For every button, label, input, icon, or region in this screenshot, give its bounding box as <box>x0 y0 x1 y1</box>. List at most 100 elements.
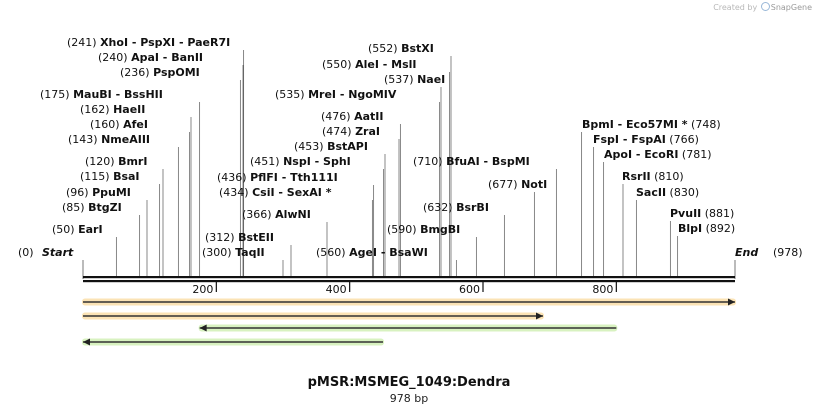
restriction-site-label[interactable]: (241) XhoI - PspXI - PaeR7I <box>67 36 230 49</box>
site-enzyme-names[interactable]: BtgZI <box>88 201 122 214</box>
site-enzyme-names[interactable]: BpmI - Eco57MI * <box>582 118 688 131</box>
site-enzyme-names[interactable]: BstXI <box>401 42 434 55</box>
restriction-site-label[interactable]: (552) BstXI <box>368 42 434 55</box>
site-enzyme-names[interactable]: AgeI - BsaWI <box>349 246 428 259</box>
site-enzyme-names[interactable]: BsaI <box>113 170 139 183</box>
restriction-site-label[interactable]: (560) AgeI - BsaWI <box>316 246 428 259</box>
restriction-site-label[interactable]: (96) PpuMI <box>66 186 131 199</box>
site-enzyme-names[interactable]: CsiI - SexAI * <box>252 186 332 199</box>
green-feature-1[interactable] <box>198 324 618 332</box>
site-enzyme-names[interactable]: FspI - FspAI <box>593 133 666 146</box>
site-enzyme-names[interactable]: XhoI - PspXI - PaeR7I <box>100 36 230 49</box>
restriction-site-label[interactable]: (300) TaqII <box>202 246 265 259</box>
restriction-site-label[interactable]: (436) PflFI - Tth111I <box>217 171 338 184</box>
site-enzyme-names[interactable]: EarI <box>78 223 102 236</box>
restriction-site-label[interactable]: (162) HaeII <box>80 103 145 116</box>
site-enzyme-names[interactable]: ZraI <box>355 125 380 138</box>
site-enzyme-names[interactable]: AfeI <box>123 118 148 131</box>
site-enzyme-names[interactable]: AatII <box>354 110 383 123</box>
restriction-site-label[interactable]: (710) BfuAI - BspMI <box>413 155 530 168</box>
arrow-left-icon <box>199 324 207 332</box>
site-enzyme-names[interactable]: AleI - MslI <box>355 58 416 71</box>
dna-strand-top <box>83 276 735 279</box>
site-position: (312) <box>205 231 238 244</box>
site-position: (881) <box>701 207 734 220</box>
site-enzyme-names[interactable]: SacII <box>636 186 666 199</box>
site-enzyme-names[interactable]: PvuII <box>670 207 701 220</box>
site-enzyme-names[interactable]: BstAPI <box>327 140 368 153</box>
green-feature-2[interactable] <box>82 338 384 346</box>
site-enzyme-names[interactable]: AlwNI <box>275 208 311 221</box>
restriction-site-label[interactable]: (120) BmrI <box>85 155 147 168</box>
restriction-site-label[interactable]: (236) PspOMI <box>120 66 200 79</box>
restriction-site-label[interactable]: (115) BsaI <box>80 170 140 183</box>
orange-feature-1[interactable] <box>82 298 736 306</box>
site-enzyme-names[interactable]: BmrI <box>118 155 147 168</box>
site-position: (550) <box>322 58 355 71</box>
site-enzyme-names[interactable]: ApaI - BanII <box>131 51 203 64</box>
restriction-site-label[interactable]: (85) BtgZI <box>62 201 122 214</box>
restriction-site-label[interactable]: (474) ZraI <box>322 125 380 138</box>
site-position: (366) <box>242 208 275 221</box>
site-enzyme-names[interactable]: MreI - NgoMIV <box>308 88 397 101</box>
site-position: (50) <box>52 223 78 236</box>
restriction-site-label[interactable]: (366) AlwNI <box>242 208 311 221</box>
site-enzyme-names[interactable]: BmgBI <box>420 223 460 236</box>
site-enzyme-names[interactable]: HaeII <box>113 103 145 116</box>
restriction-site-label[interactable]: (143) NmeAIII <box>68 133 150 146</box>
restriction-site-label[interactable]: (590) BmgBI <box>387 223 460 236</box>
restriction-site-label[interactable]: (312) BstEII <box>205 231 274 244</box>
site-enzyme-names[interactable]: MauBI - BssHII <box>73 88 163 101</box>
site-enzyme-names[interactable]: PflFI - Tth111I <box>250 171 338 184</box>
site-enzyme-names[interactable]: BstEII <box>238 231 274 244</box>
site-enzyme-names[interactable]: ApoI - EcoRI <box>604 148 678 161</box>
site-position: (748) <box>688 118 721 131</box>
restriction-site-label[interactable]: RsrII (810) <box>622 170 684 183</box>
site-enzyme-names[interactable]: BfuAI - BspMI <box>446 155 530 168</box>
site-position: (240) <box>98 51 131 64</box>
site-position: (710) <box>413 155 446 168</box>
restriction-site-label[interactable]: (677) NotI <box>488 178 547 191</box>
site-position: (236) <box>120 66 153 79</box>
restriction-site-label[interactable]: (434) CsiI - SexAI * <box>219 186 332 199</box>
restriction-site-label[interactable]: (537) NaeI <box>384 73 445 86</box>
restriction-site-label[interactable]: (453) BstAPI <box>294 140 368 153</box>
site-position: (677) <box>488 178 521 191</box>
orange-feature-2[interactable] <box>82 312 544 320</box>
site-enzyme-names[interactable]: BlpI <box>678 222 702 235</box>
restriction-site-label[interactable]: (632) BsrBI <box>423 201 489 214</box>
restriction-site-label[interactable]: (240) ApaI - BanII <box>98 51 203 64</box>
site-position: (474) <box>322 125 355 138</box>
restriction-site-label[interactable]: (476) AatII <box>321 110 383 123</box>
restriction-site-label[interactable]: (451) NspI - SphI <box>250 155 351 168</box>
site-enzyme-names[interactable]: NotI <box>521 178 547 191</box>
restriction-site-label[interactable]: SacII (830) <box>636 186 699 199</box>
restriction-site-label[interactable]: BlpI (892) <box>678 222 735 235</box>
restriction-site-label[interactable]: FspI - FspAI (766) <box>593 133 699 146</box>
site-enzyme-names[interactable]: PspOMI <box>153 66 200 79</box>
axis-tick-label: 600 <box>459 283 480 296</box>
arrow-right-icon <box>728 298 735 306</box>
snapgene-logo-icon <box>760 2 770 11</box>
site-enzyme-names[interactable]: PpuMI <box>92 186 131 199</box>
restriction-site-label[interactable]: (175) MauBI - BssHII <box>40 88 163 101</box>
site-enzyme-names[interactable]: NaeI <box>417 73 445 86</box>
site-enzyme-names[interactable]: TaqII <box>235 246 265 259</box>
site-position: (632) <box>423 201 456 214</box>
site-position: (120) <box>85 155 118 168</box>
site-enzyme-names[interactable]: RsrII <box>622 170 651 183</box>
restriction-site-label[interactable]: PvuII (881) <box>670 207 734 220</box>
restriction-site-label[interactable]: ApoI - EcoRI (781) <box>604 148 712 161</box>
arrow-right-icon <box>536 312 543 320</box>
restriction-site-label[interactable]: BpmI - Eco57MI * (748) <box>582 118 721 131</box>
site-enzyme-names[interactable]: NspI - SphI <box>283 155 351 168</box>
restriction-site-label[interactable]: (50) EarI <box>52 223 103 236</box>
site-position: (476) <box>321 110 354 123</box>
site-position: (175) <box>40 88 73 101</box>
restriction-site-label[interactable]: (160) AfeI <box>90 118 148 131</box>
site-enzyme-names[interactable]: NmeAIII <box>101 133 150 146</box>
site-position: (115) <box>80 170 113 183</box>
site-enzyme-names[interactable]: BsrBI <box>456 201 489 214</box>
restriction-site-label[interactable]: (550) AleI - MslI <box>322 58 417 71</box>
restriction-site-label[interactable]: (535) MreI - NgoMIV <box>275 88 397 101</box>
